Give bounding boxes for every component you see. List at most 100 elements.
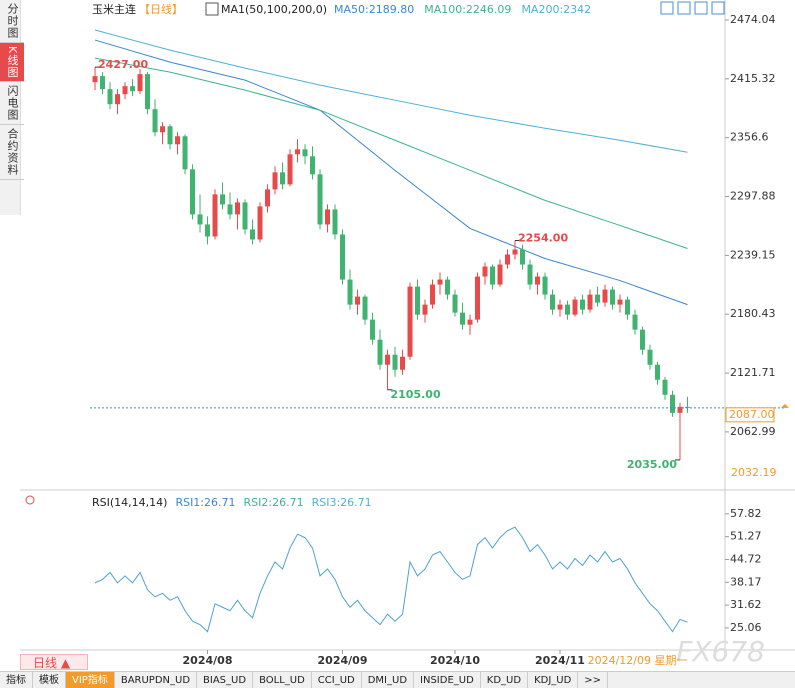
- side-tab[interactable]: 合约资料: [0, 125, 24, 181]
- candle-body: [617, 299, 623, 305]
- sidebar: 分时图 K线图 闪电图 合约资料: [0, 0, 24, 215]
- side-tab[interactable]: 分时图: [0, 0, 24, 43]
- candle-body: [400, 356, 406, 370]
- price-label: 2087.00: [729, 408, 775, 421]
- candle-body: [332, 209, 338, 235]
- tab[interactable]: DMI_UD: [362, 672, 415, 688]
- candle-body: [190, 169, 196, 215]
- candle-body: [287, 154, 293, 185]
- tab[interactable]: VIP指标: [66, 672, 115, 688]
- tab[interactable]: BARUPDN_UD: [115, 672, 198, 688]
- candle-body: [265, 189, 271, 207]
- candle-body: [475, 276, 481, 320]
- y-tick-label: 38.17: [730, 575, 762, 588]
- candle-body: [160, 126, 166, 133]
- candle-body: [137, 74, 143, 92]
- lower-price: 2032.19: [731, 466, 777, 479]
- candle-body: [100, 76, 106, 90]
- candle-body: [467, 319, 473, 325]
- candle-body: [482, 266, 488, 277]
- candle-body: [220, 194, 226, 205]
- tab[interactable]: BOLL_UD: [253, 672, 312, 688]
- candle-body: [640, 329, 646, 350]
- candle-body: [685, 406, 691, 408]
- tab[interactable]: KDJ_UD: [528, 672, 579, 688]
- x-tick-label: 2024/11: [535, 654, 585, 667]
- candle-body: [460, 312, 466, 325]
- legend-entry: MA200:2342: [521, 3, 591, 16]
- period-button[interactable]: 日线 ▲: [20, 654, 88, 670]
- annotation: 2427.00: [98, 58, 148, 71]
- candle-body: [512, 249, 518, 255]
- ma-icon[interactable]: [205, 2, 219, 16]
- annotation: 2254.00: [518, 231, 568, 244]
- candle-body: [145, 74, 151, 110]
- candle-body: [505, 254, 511, 265]
- y-tick-label: 51.27: [730, 530, 762, 543]
- watermark: FX678: [676, 635, 765, 668]
- tab[interactable]: INSIDE_UD: [414, 672, 481, 688]
- tab[interactable]: BIAS_UD: [197, 672, 254, 688]
- zoom-button[interactable]: [694, 1, 708, 15]
- tab[interactable]: 指标: [0, 672, 33, 688]
- candle-body: [197, 214, 203, 225]
- side-tab[interactable]: 闪电图: [0, 82, 24, 126]
- zoom-button[interactable]: [660, 1, 674, 15]
- y-tick-label: 31.62: [730, 598, 762, 611]
- tab[interactable]: KD_UD: [481, 672, 529, 688]
- candle-body: [557, 304, 563, 310]
- ma-line: [94, 29, 688, 153]
- candle-body: [445, 279, 451, 295]
- candle-body: [182, 136, 188, 170]
- legend-entry: MA50:2189.80: [334, 3, 414, 16]
- candle-body: [430, 284, 436, 305]
- candle-body: [227, 204, 233, 215]
- candle-body: [242, 202, 248, 230]
- candle-body: [647, 349, 653, 365]
- zoom-button[interactable]: [711, 1, 725, 15]
- candle-body: [205, 224, 211, 237]
- rsi-label: RSI2:26.71: [244, 496, 304, 509]
- candle-body: [167, 126, 173, 145]
- candle-body: [272, 172, 278, 190]
- candle-body: [437, 279, 443, 285]
- zoom-button[interactable]: [677, 1, 691, 15]
- candle-body: [280, 172, 286, 185]
- tab[interactable]: 模板: [33, 672, 66, 688]
- candle-body: [107, 89, 113, 105]
- annotation: 2105.00: [391, 388, 441, 401]
- candle-body: [415, 286, 421, 315]
- candle-body: [325, 209, 331, 225]
- y-tick-label: 2297.88: [730, 190, 776, 203]
- candle-body: [370, 319, 376, 340]
- settings-icon[interactable]: [25, 495, 35, 505]
- y-tick-label: 2356.6: [730, 131, 769, 144]
- tab[interactable]: CCI_UD: [312, 672, 362, 688]
- candle-body: [452, 294, 458, 313]
- y-tick-label: 2415.32: [730, 72, 776, 85]
- candle-body: [302, 149, 308, 157]
- ma-line: [94, 39, 688, 306]
- price-arrow: [781, 403, 789, 408]
- candle-body: [362, 296, 368, 320]
- candle-body: [115, 94, 121, 105]
- candle-body: [122, 86, 128, 95]
- toolbar: [660, 1, 725, 15]
- tab[interactable]: >>: [578, 672, 609, 688]
- side-tab[interactable]: K线图: [0, 43, 24, 83]
- rsi-line: [94, 526, 688, 633]
- candle-body: [317, 174, 323, 225]
- candle-body: [355, 296, 361, 305]
- candle-body: [347, 279, 353, 305]
- candle-body: [257, 206, 263, 240]
- y-tick-label: 2180.43: [730, 307, 776, 320]
- candle-body: [250, 229, 256, 240]
- candle-body: [550, 294, 556, 310]
- candle-body: [625, 299, 631, 315]
- candle-body: [565, 304, 571, 315]
- y-tick-label: 44.72: [730, 552, 762, 565]
- x-tick-label: 2024/10: [430, 654, 480, 667]
- candle-body: [392, 354, 398, 370]
- candle-body: [235, 202, 241, 215]
